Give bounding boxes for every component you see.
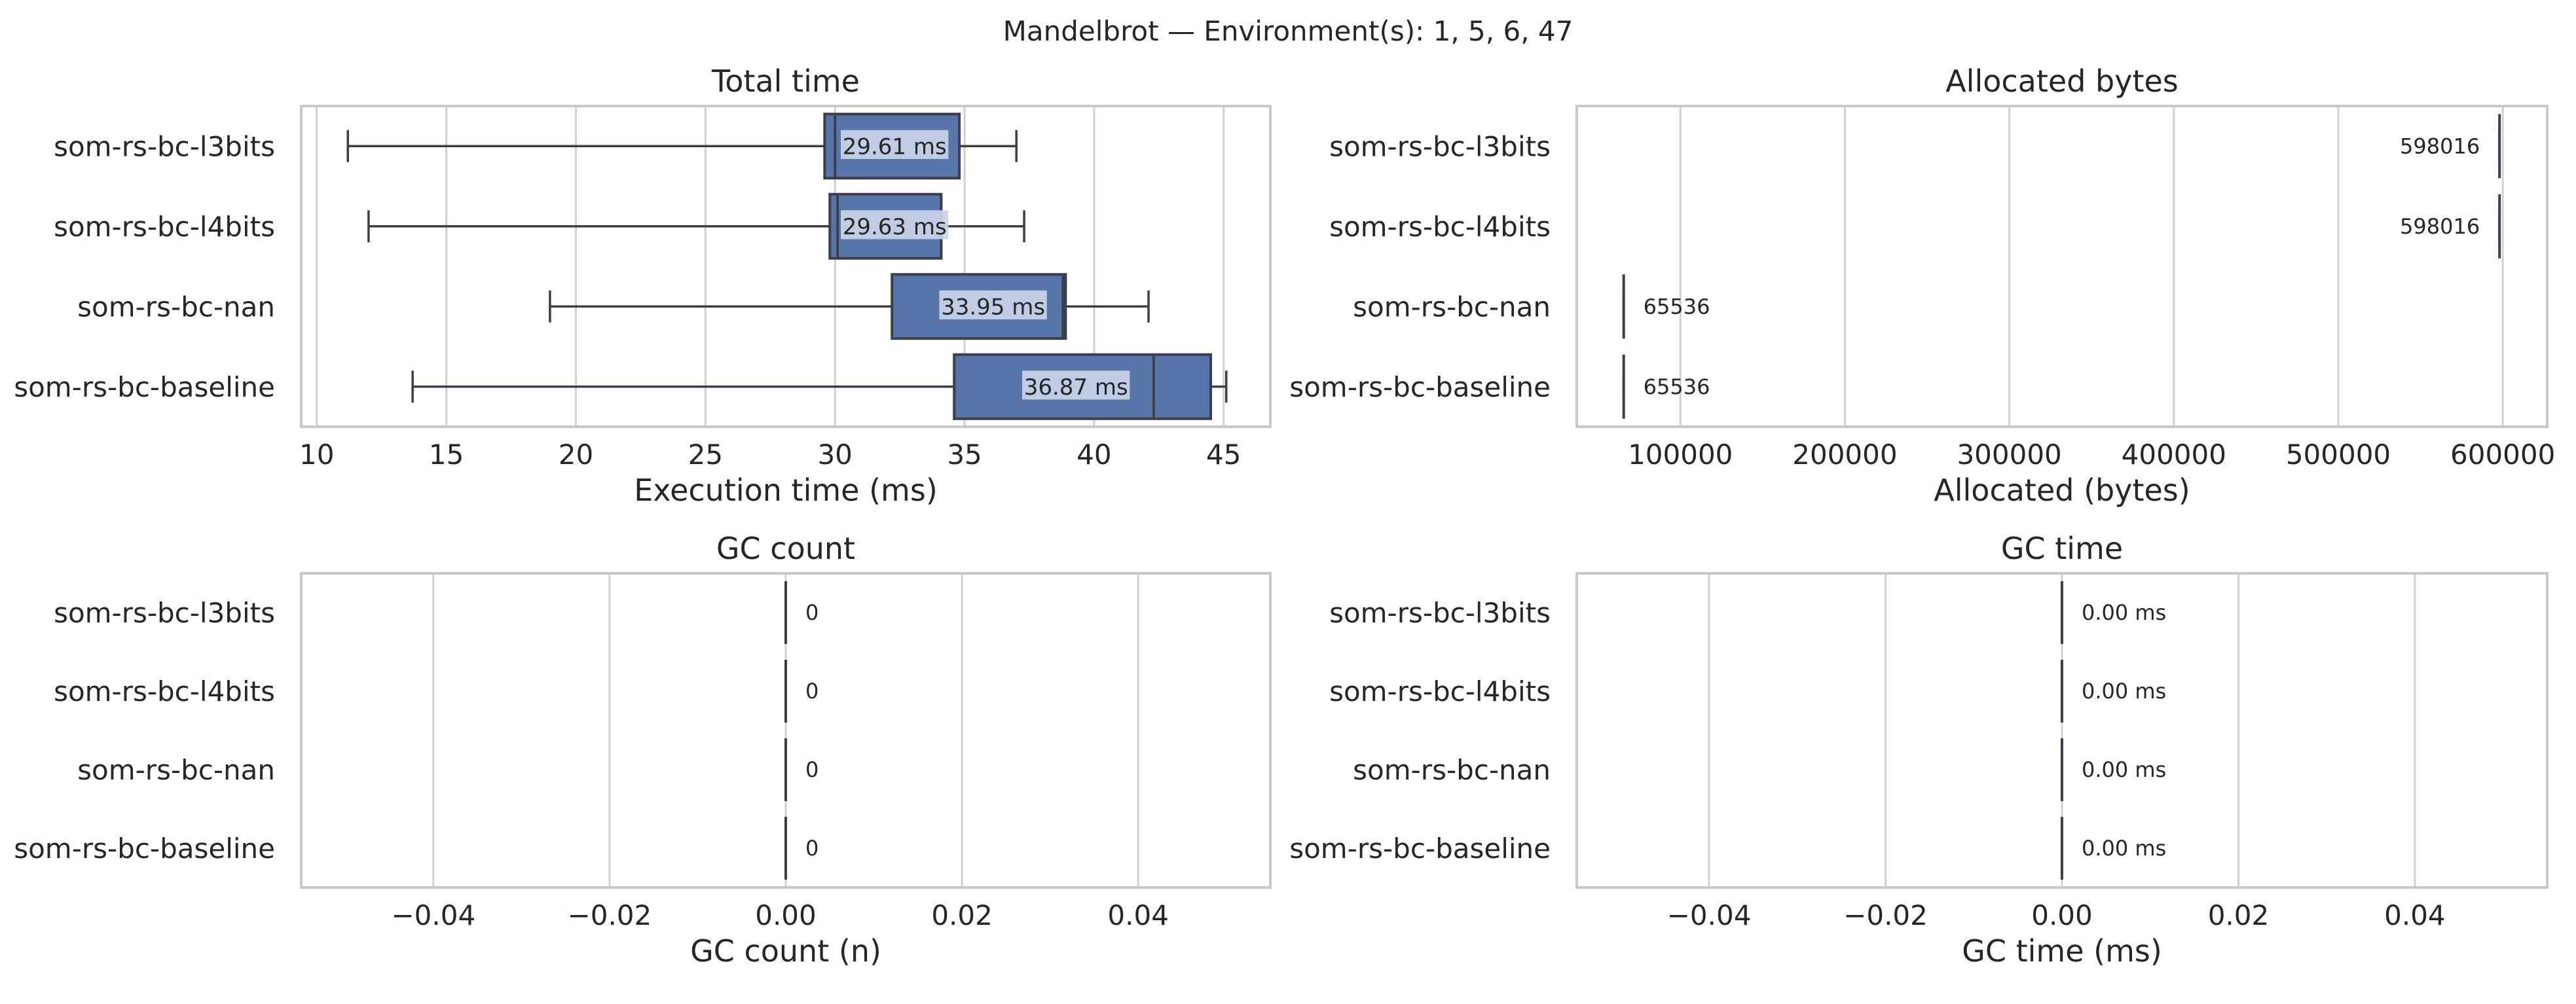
gc-time-annotation: 0.00 ms [2082,600,2166,625]
gc-count-ytick-label: som-rs-bc-l4bits [54,675,275,708]
total-time-xlabel: Execution time (ms) [634,473,938,508]
total-time-ytick-label: som-rs-bc-l3bits [54,130,275,162]
gc-time-xtick-label: −0.02 [1843,899,1928,931]
gc-count-xlabel: GC count (n) [690,933,881,969]
total-time-annotation: 36.87 ms [1024,374,1128,401]
gc-count-xtick-label: 0.00 [755,899,817,931]
allocated-bytes-xtick-label: 400000 [2122,439,2226,471]
allocated-bytes-xtick-label: 200000 [1792,439,1897,471]
total-time-xtick-label: 10 [299,439,334,471]
total-time-xtick-label: 20 [559,439,593,471]
gc-time-xtick-label: 0.00 [2031,899,2093,931]
panel-allocated-bytes: 598016 598016 65536 65536 som-rs-bc-l3bits so… [1289,63,2555,508]
gc-count-xtick-label: 0.02 [931,899,993,931]
gc-count-ytick-label: som-rs-bc-baseline [14,833,275,865]
gc-time-xlabel: GC time (ms) [1962,933,2162,969]
allocated-bytes-frame [1575,105,2548,428]
gc-count-xtick-label: −0.02 [568,899,652,931]
gc-count-xtick-label: 0.04 [1107,899,1169,931]
total-time-annotation: 29.63 ms [843,214,947,240]
total-time-annotation: 29.61 ms [843,134,947,160]
total-time-annotation-bg [1022,370,1130,400]
gc-count-annotation: 0 [805,600,819,625]
figure-suptitle: Mandelbrot — Environment(s): 1, 5, 6, 47 [1003,15,1573,47]
total-time-annotation-bg [939,290,1047,319]
gc-count-ytick-label: som-rs-bc-l3bits [54,597,275,629]
gc-time-annotation: 0.00 ms [2082,757,2166,782]
allocated-bytes-xtick-label: 300000 [1957,439,2061,471]
gc-time-xtick-label: 0.02 [2208,899,2270,931]
allocated-bytes-ytick-label: som-rs-bc-l3bits [1329,130,1551,162]
gc-count-annotation: 0 [805,836,819,861]
total-time-xtick-label: 35 [947,439,982,471]
allocated-bytes-xtick-label: 600000 [2450,439,2555,471]
allocated-bytes-ytick-label: som-rs-bc-nan [1353,291,1551,323]
gc-time-xtick-label: 0.04 [2384,899,2446,931]
allocated-bytes-ytick-label: som-rs-bc-l4bits [1329,211,1551,243]
total-time-annotation-bg [841,210,949,240]
panel-gc-time: 0.00 ms 0.00 ms 0.00 ms 0.00 ms som-rs-bc-l3… [1289,531,2548,969]
total-time-xtick-label: 30 [817,439,852,471]
panel-gc-count: 0 0 0 0 som-rs-bc-l3bits som-rs-bc-l4bits som-… [14,531,1272,969]
allocated-bytes-title: Allocated bytes [1945,63,2179,99]
total-time-ytick-label: som-rs-bc-baseline [14,371,275,403]
allocated-bytes-annotation: 598016 [2400,214,2480,239]
gc-count-ytick-label: som-rs-bc-nan [77,754,275,786]
gc-time-ytick-label: som-rs-bc-nan [1353,754,1551,786]
gc-time-ytick-label: som-rs-bc-baseline [1289,833,1551,865]
total-time-annotation-bg [841,130,949,159]
gc-count-title: GC count [716,531,855,566]
gc-count-xtick-label: −0.04 [391,899,475,931]
total-time-annotation: 33.95 ms [941,294,1045,320]
gc-time-ytick-label: som-rs-bc-l3bits [1329,597,1551,629]
total-time-xtick-label: 45 [1206,439,1241,471]
allocated-bytes-ytick-label: som-rs-bc-baseline [1289,371,1551,403]
gc-time-title: GC time [2001,531,2123,566]
gc-time-xtick-label: −0.04 [1667,899,1752,931]
gc-count-frame [300,572,1272,889]
total-time-xtick-label: 25 [688,439,723,471]
gc-time-annotation: 0.00 ms [2082,836,2166,861]
total-time-xtick-label: 15 [429,439,464,471]
allocated-bytes-xlabel: Allocated (bytes) [1934,473,2190,508]
gc-count-annotation: 0 [805,757,819,782]
total-time-frame [300,105,1272,428]
allocated-bytes-plot-area [1577,106,2547,427]
total-time-ytick-label: som-rs-bc-l4bits [54,211,275,243]
allocated-bytes-xtick-label: 100000 [1628,439,1733,471]
total-time-title: Total time [711,63,860,99]
allocated-bytes-annotation: 598016 [2400,134,2480,158]
gc-count-annotation: 0 [805,679,819,704]
gc-time-annotation: 0.00 ms [2082,679,2166,704]
gc-time-frame [1575,572,2548,889]
gc-time-ytick-label: som-rs-bc-l4bits [1329,675,1551,708]
allocated-bytes-annotation: 65536 [1644,374,1710,399]
allocated-bytes-annotation: 65536 [1644,294,1710,319]
allocated-bytes-xtick-label: 500000 [2286,439,2391,471]
total-time-xtick-label: 40 [1076,439,1111,471]
panel-total-time: 29.61 ms 29.63 ms 33.95 ms 36.87 ms som-rs-b… [14,63,1272,508]
total-time-ytick-label: som-rs-bc-nan [77,291,275,323]
